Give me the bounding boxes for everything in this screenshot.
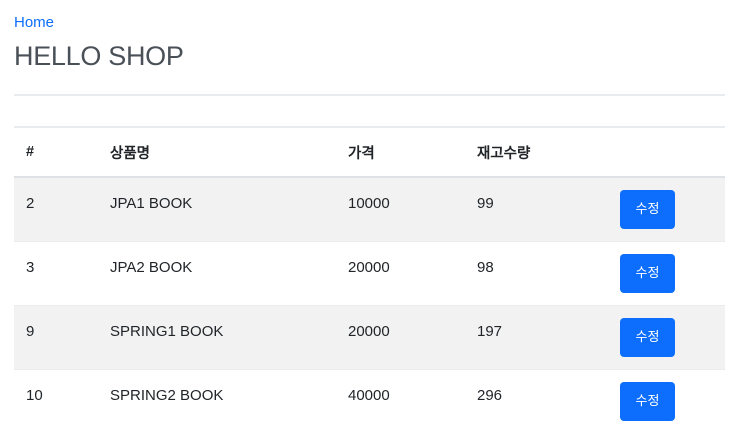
column-header-stock: 재고수량 (465, 127, 603, 178)
cell-id-text: 9 (26, 322, 35, 340)
cell-name-text: SPRING2 BOOK (110, 386, 224, 404)
cell-name-text: SPRING1 BOOK (110, 322, 224, 340)
cell-price: 20000 (336, 240, 465, 305)
cell-id-text: 3 (26, 258, 35, 276)
table-header-row: # 상품명 가격 재고수량 (14, 127, 725, 178)
edit-button[interactable]: 수정 (620, 317, 675, 357)
cell-id-text: 10 (26, 386, 43, 404)
cell-price-text: 20000 (348, 322, 390, 340)
table-row: 2 JPA1 BOOK 10000 99 수정 (14, 176, 725, 241)
column-header-action (603, 127, 725, 178)
table-header: # 상품명 가격 재고수량 (14, 127, 725, 178)
cell-id: 10 (14, 368, 98, 433)
table-body: 2 JPA1 BOOK 10000 99 수정 3 JPA2 BOOK 2000… (14, 176, 725, 433)
column-header-price: 가격 (336, 127, 465, 178)
cell-price: 40000 (336, 368, 465, 433)
cell-name: JPA2 BOOK (98, 240, 336, 305)
table-row: 10 SPRING2 BOOK 40000 296 수정 (14, 368, 725, 433)
page-title: HELLO SHOP (14, 41, 184, 71)
table-row: 3 JPA2 BOOK 20000 98 수정 (14, 240, 725, 305)
edit-button[interactable]: 수정 (620, 253, 675, 293)
column-header-id: # (14, 127, 98, 178)
cell-id-text: 2 (26, 194, 35, 212)
cell-stock-text: 99 (477, 194, 494, 212)
cell-name-text: JPA2 BOOK (110, 258, 193, 276)
cell-action: 수정 (603, 304, 725, 369)
edit-button[interactable]: 수정 (620, 189, 675, 229)
cell-name: SPRING1 BOOK (98, 304, 336, 369)
cell-stock: 99 (465, 176, 603, 241)
cell-stock-text: 296 (477, 386, 503, 404)
edit-button[interactable]: 수정 (620, 381, 675, 421)
home-link[interactable]: Home (14, 14, 55, 31)
cell-id: 9 (14, 304, 98, 369)
cell-price-text: 40000 (348, 386, 390, 404)
header-divider (14, 94, 725, 96)
table-row: 9 SPRING1 BOOK 20000 197 수정 (14, 304, 725, 369)
column-header-name: 상품명 (98, 127, 336, 178)
cell-id: 3 (14, 240, 98, 305)
cell-price: 20000 (336, 304, 465, 369)
cell-price: 10000 (336, 176, 465, 241)
cell-stock: 296 (465, 368, 603, 433)
cell-id: 2 (14, 176, 98, 241)
cell-stock: 197 (465, 304, 603, 369)
items-table: # 상품명 가격 재고수량 2 JPA1 BOOK 10000 99 수정 3 … (14, 126, 725, 433)
cell-stock-text: 98 (477, 258, 494, 276)
cell-stock-text: 197 (477, 322, 503, 340)
cell-action: 수정 (603, 240, 725, 305)
cell-name: SPRING2 BOOK (98, 368, 336, 433)
cell-stock: 98 (465, 240, 603, 305)
cell-name-text: JPA1 BOOK (110, 194, 193, 212)
cell-price-text: 10000 (348, 194, 390, 212)
cell-name: JPA1 BOOK (98, 176, 336, 241)
cell-action: 수정 (603, 368, 725, 433)
cell-action: 수정 (603, 176, 725, 241)
cell-price-text: 20000 (348, 258, 390, 276)
